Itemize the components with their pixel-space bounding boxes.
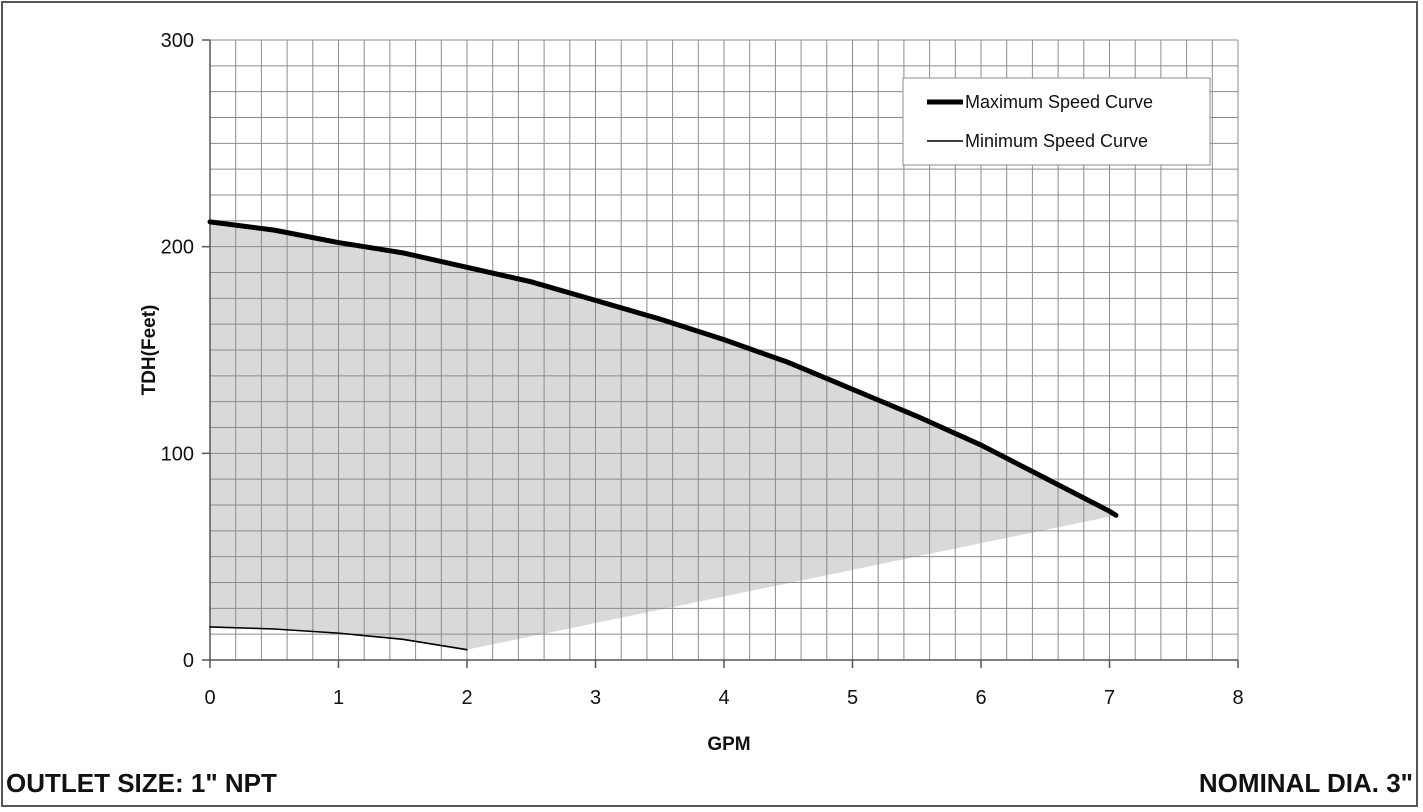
- legend-label: Minimum Speed Curve: [965, 131, 1148, 151]
- y-axis-title: TDH(Feet): [139, 305, 160, 396]
- x-tick-label: 8: [1232, 687, 1243, 709]
- operating-region: [210, 221, 1116, 650]
- outlet-size-label: OUTLET SIZE: 1" NPT: [6, 768, 277, 798]
- x-tick-label: 5: [847, 687, 858, 709]
- maximum-speed-curve: [207, 219, 1119, 518]
- minimum-speed-curve: [209, 626, 468, 651]
- legend-label: Maximum Speed Curve: [965, 92, 1153, 112]
- nominal-diameter-label: NOMINAL DIA. 3": [1198, 768, 1413, 798]
- y-tick-label: 0: [183, 650, 194, 672]
- x-tick-label: 0: [204, 687, 215, 709]
- y-tick-label: 100: [161, 443, 194, 465]
- legend-box: [902, 77, 1211, 166]
- x-tick-label: 4: [718, 687, 729, 709]
- axis-layer: 0 1 2 3 4 5 6 7 8 0 100 200 300: [161, 30, 1244, 709]
- x-tick-label: 3: [590, 687, 601, 709]
- series-layer: [207, 219, 1119, 651]
- y-tick-label: 300: [161, 30, 194, 52]
- x-tick-label: 7: [1104, 687, 1115, 709]
- operating-region-layer: [210, 221, 1116, 650]
- x-tick-label: 1: [333, 687, 344, 709]
- y-tick-label: 200: [161, 237, 194, 259]
- x-axis-title: GPM: [707, 734, 750, 755]
- legend: Maximum Speed Curve Minimum Speed Curve: [902, 77, 1211, 166]
- x-tick-label: 2: [461, 687, 472, 709]
- x-tick-label: 6: [975, 687, 986, 709]
